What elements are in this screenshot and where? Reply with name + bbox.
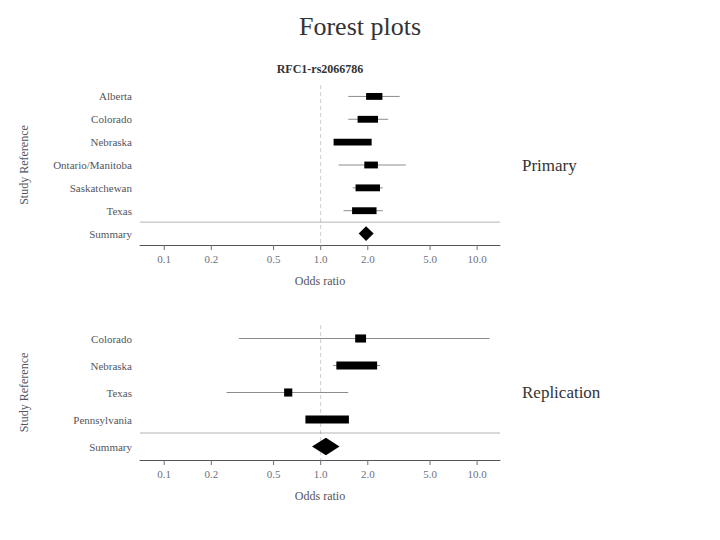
svg-text:10.0: 10.0 — [468, 468, 488, 480]
svg-text:Summary: Summary — [89, 228, 132, 240]
svg-text:Odds ratio: Odds ratio — [295, 274, 345, 288]
svg-text:Odds ratio: Odds ratio — [295, 489, 345, 503]
svg-text:1.0: 1.0 — [314, 253, 328, 265]
svg-text:Nebraska: Nebraska — [90, 360, 132, 372]
svg-text:10.0: 10.0 — [468, 253, 488, 265]
svg-text:2.0: 2.0 — [361, 253, 375, 265]
svg-text:0.5: 0.5 — [267, 253, 281, 265]
svg-text:2.0: 2.0 — [361, 468, 375, 480]
svg-text:Summary: Summary — [89, 441, 132, 453]
svg-text:0.1: 0.1 — [157, 253, 171, 265]
svg-text:Texas: Texas — [107, 205, 133, 217]
svg-text:Replication: Replication — [522, 383, 601, 402]
svg-text:0.2: 0.2 — [204, 468, 218, 480]
svg-text:0.5: 0.5 — [267, 468, 281, 480]
svg-text:Texas: Texas — [107, 387, 133, 399]
svg-text:Study Reference: Study Reference — [17, 353, 31, 433]
svg-text:5.0: 5.0 — [423, 253, 437, 265]
svg-text:Saskatchewan: Saskatchewan — [70, 182, 133, 194]
svg-text:RFC1-rs2066786: RFC1-rs2066786 — [277, 62, 364, 76]
svg-text:Study Reference: Study Reference — [17, 125, 31, 205]
svg-text:0.1: 0.1 — [157, 468, 171, 480]
svg-text:Ontario/Manitoba: Ontario/Manitoba — [53, 159, 132, 171]
svg-text:Colorado: Colorado — [91, 333, 132, 345]
svg-text:5.0: 5.0 — [423, 468, 437, 480]
svg-text:Alberta: Alberta — [99, 90, 132, 102]
svg-text:1.0: 1.0 — [314, 468, 328, 480]
svg-text:Pennsylvania: Pennsylvania — [73, 414, 132, 426]
svg-text:Forest plots: Forest plots — [299, 12, 421, 41]
svg-text:0.2: 0.2 — [204, 253, 218, 265]
svg-text:Colorado: Colorado — [91, 113, 132, 125]
svg-text:Nebraska: Nebraska — [90, 136, 132, 148]
svg-text:Primary: Primary — [522, 156, 577, 175]
